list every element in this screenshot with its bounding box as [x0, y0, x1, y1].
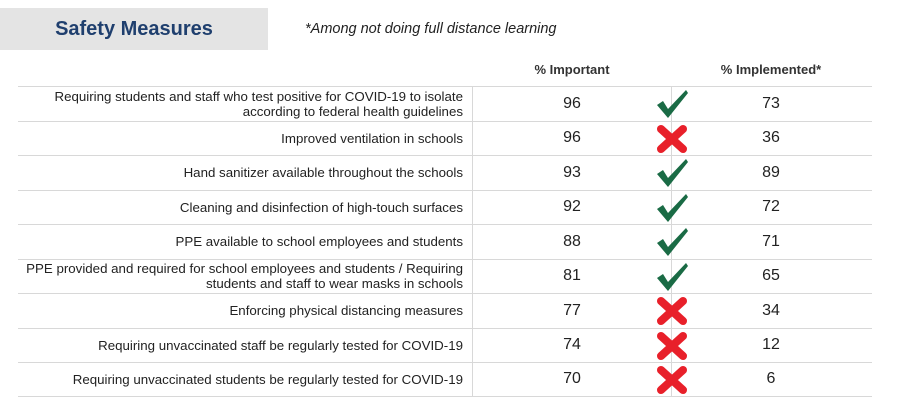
- important-value: 81: [563, 267, 581, 285]
- important-value: 70: [563, 370, 581, 388]
- header-important: % Important: [534, 62, 610, 77]
- cross-icon: [655, 331, 689, 361]
- important-value: 88: [563, 232, 581, 250]
- measure-label: Requiring unvaccinated students be regul…: [18, 363, 463, 396]
- measure-label: Enforcing physical distancing measures: [18, 294, 463, 328]
- measure-text: Improved ventilation in schools: [281, 130, 463, 146]
- divider: [472, 156, 473, 190]
- measure-text: Requiring unvaccinated staff be regularl…: [98, 337, 463, 353]
- divider: [472, 363, 473, 396]
- implemented-value: 89: [762, 163, 780, 181]
- cross-icon: [655, 296, 689, 326]
- implemented-value: 36: [762, 129, 780, 147]
- measure-text: Hand sanitizer available throughout the …: [183, 165, 463, 181]
- divider: [472, 87, 473, 121]
- footnote: *Among not doing full distance learning: [305, 21, 557, 37]
- table-row: Cleaning and disinfection of high-touch …: [18, 189, 872, 225]
- divider: [472, 121, 473, 155]
- header-implemented: % Implemented*: [720, 62, 822, 77]
- title-box: Safety Measures: [0, 8, 268, 50]
- implemented-value: 6: [766, 370, 776, 388]
- table-row: Requiring students and staff who test po…: [18, 86, 872, 121]
- cross-icon: [655, 124, 689, 154]
- implemented-value: 34: [762, 301, 780, 319]
- table-row: Requiring unvaccinated staff be regularl…: [18, 327, 872, 363]
- divider: [671, 259, 672, 293]
- important-value: 77: [563, 301, 581, 319]
- check-icon: [655, 193, 689, 223]
- measure-text: Cleaning and disinfection of high-touch …: [179, 199, 463, 215]
- cross-icon: [655, 365, 689, 395]
- important-value: 96: [563, 129, 581, 147]
- divider: [671, 190, 672, 224]
- implemented-value: 73: [762, 94, 780, 112]
- table-row: Hand sanitizer available throughout the …: [18, 155, 872, 190]
- important-value: 93: [563, 163, 581, 181]
- safety-table: Requiring students and staff who test po…: [18, 86, 872, 397]
- divider: [671, 87, 672, 121]
- divider: [671, 156, 672, 190]
- measure-text: PPE provided and required for school emp…: [26, 261, 463, 292]
- divider: [472, 294, 473, 328]
- measure-label: Cleaning and disinfection of high-touch …: [18, 191, 463, 225]
- measure-text: Enforcing physical distancing measures: [229, 303, 463, 319]
- implemented-value: 71: [762, 232, 780, 250]
- divider: [671, 225, 672, 259]
- important-value: 96: [563, 94, 581, 112]
- table-row: PPE provided and required for school emp…: [18, 258, 872, 294]
- measure-label: Improved ventilation in schools: [18, 122, 463, 156]
- measure-text: PPE available to school employees and st…: [175, 234, 463, 250]
- measure-label: Requiring students and staff who test po…: [18, 87, 463, 121]
- check-icon: [655, 89, 689, 119]
- implemented-value: 72: [762, 198, 780, 216]
- divider: [472, 225, 473, 259]
- page-title: Safety Measures: [55, 17, 213, 40]
- divider: [472, 190, 473, 224]
- measure-text: Requiring students and staff who test po…: [54, 88, 463, 119]
- important-value: 74: [563, 336, 581, 354]
- implemented-value: 12: [762, 336, 780, 354]
- divider: [472, 259, 473, 293]
- check-icon: [655, 262, 689, 292]
- table-row: Requiring unvaccinated students be regul…: [18, 362, 872, 397]
- table-row: PPE available to school employees and st…: [18, 224, 872, 259]
- important-value: 92: [563, 198, 581, 216]
- table-row: Enforcing physical distancing measures 77…: [18, 293, 872, 328]
- table-row: Improved ventilation in schools 96 36: [18, 120, 872, 156]
- measure-label: Hand sanitizer available throughout the …: [18, 156, 463, 190]
- measure-label: PPE available to school employees and st…: [18, 225, 463, 259]
- measure-label: PPE provided and required for school emp…: [18, 260, 463, 294]
- check-icon: [655, 158, 689, 188]
- implemented-value: 65: [762, 267, 780, 285]
- measure-label: Requiring unvaccinated staff be regularl…: [18, 329, 463, 363]
- measure-text: Requiring unvaccinated students be regul…: [72, 371, 463, 387]
- divider: [472, 328, 473, 362]
- check-icon: [655, 227, 689, 257]
